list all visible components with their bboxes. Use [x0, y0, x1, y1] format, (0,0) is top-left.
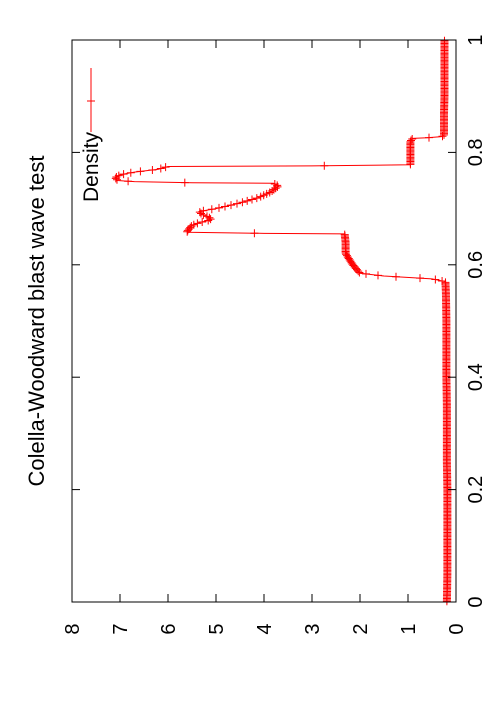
- x-tick-label: 0.2: [465, 476, 487, 504]
- chart-title: Colella-Woodward blast wave test: [24, 156, 49, 487]
- y-tick-label: 1: [398, 623, 420, 634]
- x-tick-label: 0.6: [465, 251, 487, 279]
- data-point: [180, 178, 189, 187]
- x-axis: 0 0.2 0.4 0.6 0.8 1: [72, 34, 487, 608]
- x-tick-label: 0.4: [465, 363, 487, 391]
- y-tick-label: 7: [110, 623, 132, 634]
- data-point: [114, 171, 123, 180]
- data-point: [124, 177, 133, 186]
- data-point: [136, 167, 145, 176]
- y-tick-label: 3: [302, 623, 324, 634]
- data-point: [416, 274, 424, 283]
- data-point: [119, 170, 128, 179]
- y-tick-label: 4: [254, 623, 276, 634]
- data-point: [207, 205, 216, 214]
- data-point: [126, 168, 135, 177]
- x-tick-label: 0.8: [465, 138, 487, 166]
- data-point: [392, 272, 400, 281]
- legend: Density: [80, 68, 103, 202]
- y-tick-label: 2: [350, 623, 372, 634]
- series-markers-density: [111, 36, 452, 606]
- data-point: [248, 195, 256, 204]
- data-point: [195, 208, 204, 217]
- data-point: [227, 201, 235, 210]
- y-tick-label: 0: [446, 623, 468, 634]
- data-point: [203, 212, 211, 221]
- y-tick-label: 6: [158, 623, 180, 634]
- data-point: [215, 203, 223, 212]
- data-point: [156, 164, 165, 173]
- data-point: [407, 136, 415, 145]
- y-tick-label: 5: [206, 623, 228, 634]
- data-point: [193, 219, 202, 228]
- x-tick-label: 1: [465, 34, 487, 45]
- data-point: [362, 269, 370, 278]
- series-layer: [111, 36, 452, 606]
- data-point: [374, 271, 382, 280]
- data-point: [252, 194, 261, 203]
- data-point: [243, 196, 252, 205]
- y-axis: 0 1 2 3 4 5 6 7 8: [62, 40, 468, 635]
- data-point: [408, 135, 417, 144]
- data-point: [161, 163, 170, 172]
- data-point: [148, 165, 157, 174]
- data-point: [340, 230, 349, 239]
- data-point: [221, 202, 229, 211]
- data-point: [440, 36, 449, 45]
- data-point: [250, 229, 259, 238]
- data-point: [270, 180, 279, 189]
- data-point: [189, 220, 198, 229]
- y-tick-label: 8: [62, 623, 84, 634]
- legend-label-density: Density: [80, 132, 103, 203]
- data-point: [233, 199, 241, 208]
- x-tick-label: 0: [465, 596, 487, 607]
- data-point: [198, 217, 207, 226]
- data-point: [238, 198, 247, 207]
- series-line-density: [114, 40, 448, 603]
- plot-frame: [71, 39, 457, 603]
- data-point: [431, 275, 440, 284]
- data-point: [438, 276, 447, 285]
- data-point: [441, 278, 450, 287]
- data-point: [199, 206, 208, 215]
- data-point: [425, 133, 433, 142]
- data-point: [320, 161, 329, 170]
